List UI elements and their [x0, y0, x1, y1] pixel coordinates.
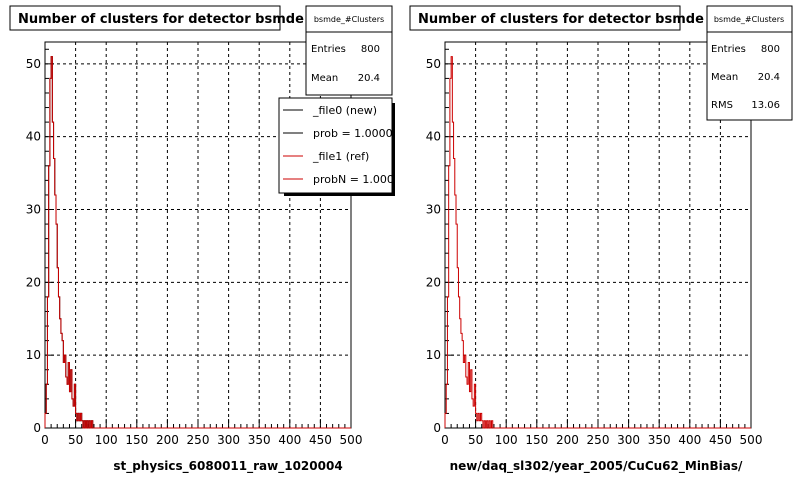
right-x-tick-label: 100	[495, 433, 518, 447]
right-y-tick-label: 40	[426, 130, 441, 144]
right-y-tick-label: 50	[426, 57, 441, 71]
right-stats-rms-value: 13.06	[751, 100, 780, 111]
legend-entry-new: _file0 (new)	[283, 104, 377, 117]
right-x-tick-label: 300	[617, 433, 640, 447]
right-stats-box: bsmde_#Clusters Entries 800 Mean 20.4 RM…	[706, 5, 793, 121]
left-axes: 0 50 100 150 200 250 300 350 400 450 500 0 10 20 30 40 5…	[26, 48, 363, 447]
legend-entry-probn: probN = 1.000000	[283, 173, 415, 186]
left-x-tick-label: 400	[278, 433, 301, 447]
right-stats-entries-value: 800	[761, 44, 780, 55]
right-x-tick-label: 450	[709, 433, 732, 447]
right-y-tick-label: 20	[426, 275, 441, 289]
right-stats-mean-value: 20.4	[758, 72, 780, 83]
right-x-tick-label: 150	[525, 433, 548, 447]
left-x-tick-label: 100	[95, 433, 118, 447]
left-x-tick-label: 350	[248, 433, 271, 447]
left-stats-name: bsmde_#Clusters	[314, 15, 384, 24]
left-stats-mean-label: Mean	[311, 73, 338, 84]
left-title-box: Number of clusters for detector bsmde	[9, 5, 304, 31]
right-panel: Number of clusters for detector bsmde 0 5…	[409, 5, 793, 474]
legend-label-ref: _file1 (ref)	[312, 150, 369, 163]
right-grid	[445, 42, 751, 428]
left-x-tick-label: 150	[125, 433, 148, 447]
left-x-axis-label: st_physics_6080011_raw_1020004	[113, 459, 342, 474]
left-panel: Number of clusters for detector bsmde 0 5…	[9, 5, 415, 474]
left-stats-entries-value: 800	[361, 44, 380, 55]
left-y-tick-label: 20	[26, 275, 41, 289]
left-y-tick-label: 50	[26, 57, 41, 71]
legend-entry-ref: _file1 (ref)	[283, 150, 369, 163]
left-stats-box: bsmde_#Clusters Entries 800 Mean 20.4	[305, 5, 393, 96]
left-stats-entries-label: Entries	[311, 44, 346, 55]
left-x-tick-label: 50	[68, 433, 83, 447]
right-x-tick-label: 500	[740, 433, 763, 447]
left-x-tick-label: 200	[156, 433, 179, 447]
right-x-axis-label: new/daq_sl302/year_2005/CuCu62_MinBias/	[450, 459, 743, 474]
left-legend: _file0 (new) prob = 1.000000 _file1 (ref…	[278, 97, 415, 196]
right-x-tick-label: 200	[556, 433, 579, 447]
left-y-tick-label: 40	[26, 130, 41, 144]
right-x-tick-label: 0	[441, 433, 449, 447]
right-series-0-line	[444, 56, 751, 429]
right-x-tick-label: 250	[587, 433, 610, 447]
right-x-tick-label: 400	[678, 433, 701, 447]
right-stats-name: bsmde_#Clusters	[714, 15, 784, 24]
left-series-1-line	[44, 56, 351, 429]
left-chart-title: Number of clusters for detector bsmde	[18, 12, 304, 27]
left-y-tick-label: 30	[26, 203, 41, 217]
left-x-tick-label: 500	[340, 433, 363, 447]
right-stats-entries-label: Entries	[711, 44, 746, 55]
left-x-tick-label: 0	[41, 433, 49, 447]
right-stats-mean-label: Mean	[711, 72, 738, 83]
left-histogram	[44, 56, 351, 429]
right-x-tick-label: 50	[468, 433, 483, 447]
right-axes: 0 50 100 150 200 250 300 350 400 450 500 0 10 20 30 40 5…	[426, 48, 763, 447]
left-y-tick-label: 0	[33, 421, 41, 435]
left-stats-mean-value: 20.4	[358, 73, 380, 84]
left-x-tick-label: 300	[217, 433, 240, 447]
legend-entry-prob: prob = 1.000000	[283, 127, 407, 140]
right-x-tick-label: 350	[648, 433, 671, 447]
right-histogram	[444, 56, 751, 429]
right-y-tick-label: 0	[433, 421, 441, 435]
right-y-tick-label: 30	[426, 203, 441, 217]
right-y-tick-label: 10	[426, 348, 441, 362]
left-x-tick-label: 250	[187, 433, 210, 447]
right-chart-title: Number of clusters for detector bsmde	[418, 12, 704, 27]
right-title-box: Number of clusters for detector bsmde	[409, 5, 704, 31]
legend-label-new: _file0 (new)	[312, 104, 377, 117]
left-y-tick-label: 10	[26, 348, 41, 362]
right-stats-rms-label: RMS	[711, 100, 733, 111]
legend-label-prob: prob = 1.000000	[313, 127, 407, 140]
legend-label-probn: probN = 1.000000	[313, 173, 415, 186]
left-x-tick-label: 450	[309, 433, 332, 447]
